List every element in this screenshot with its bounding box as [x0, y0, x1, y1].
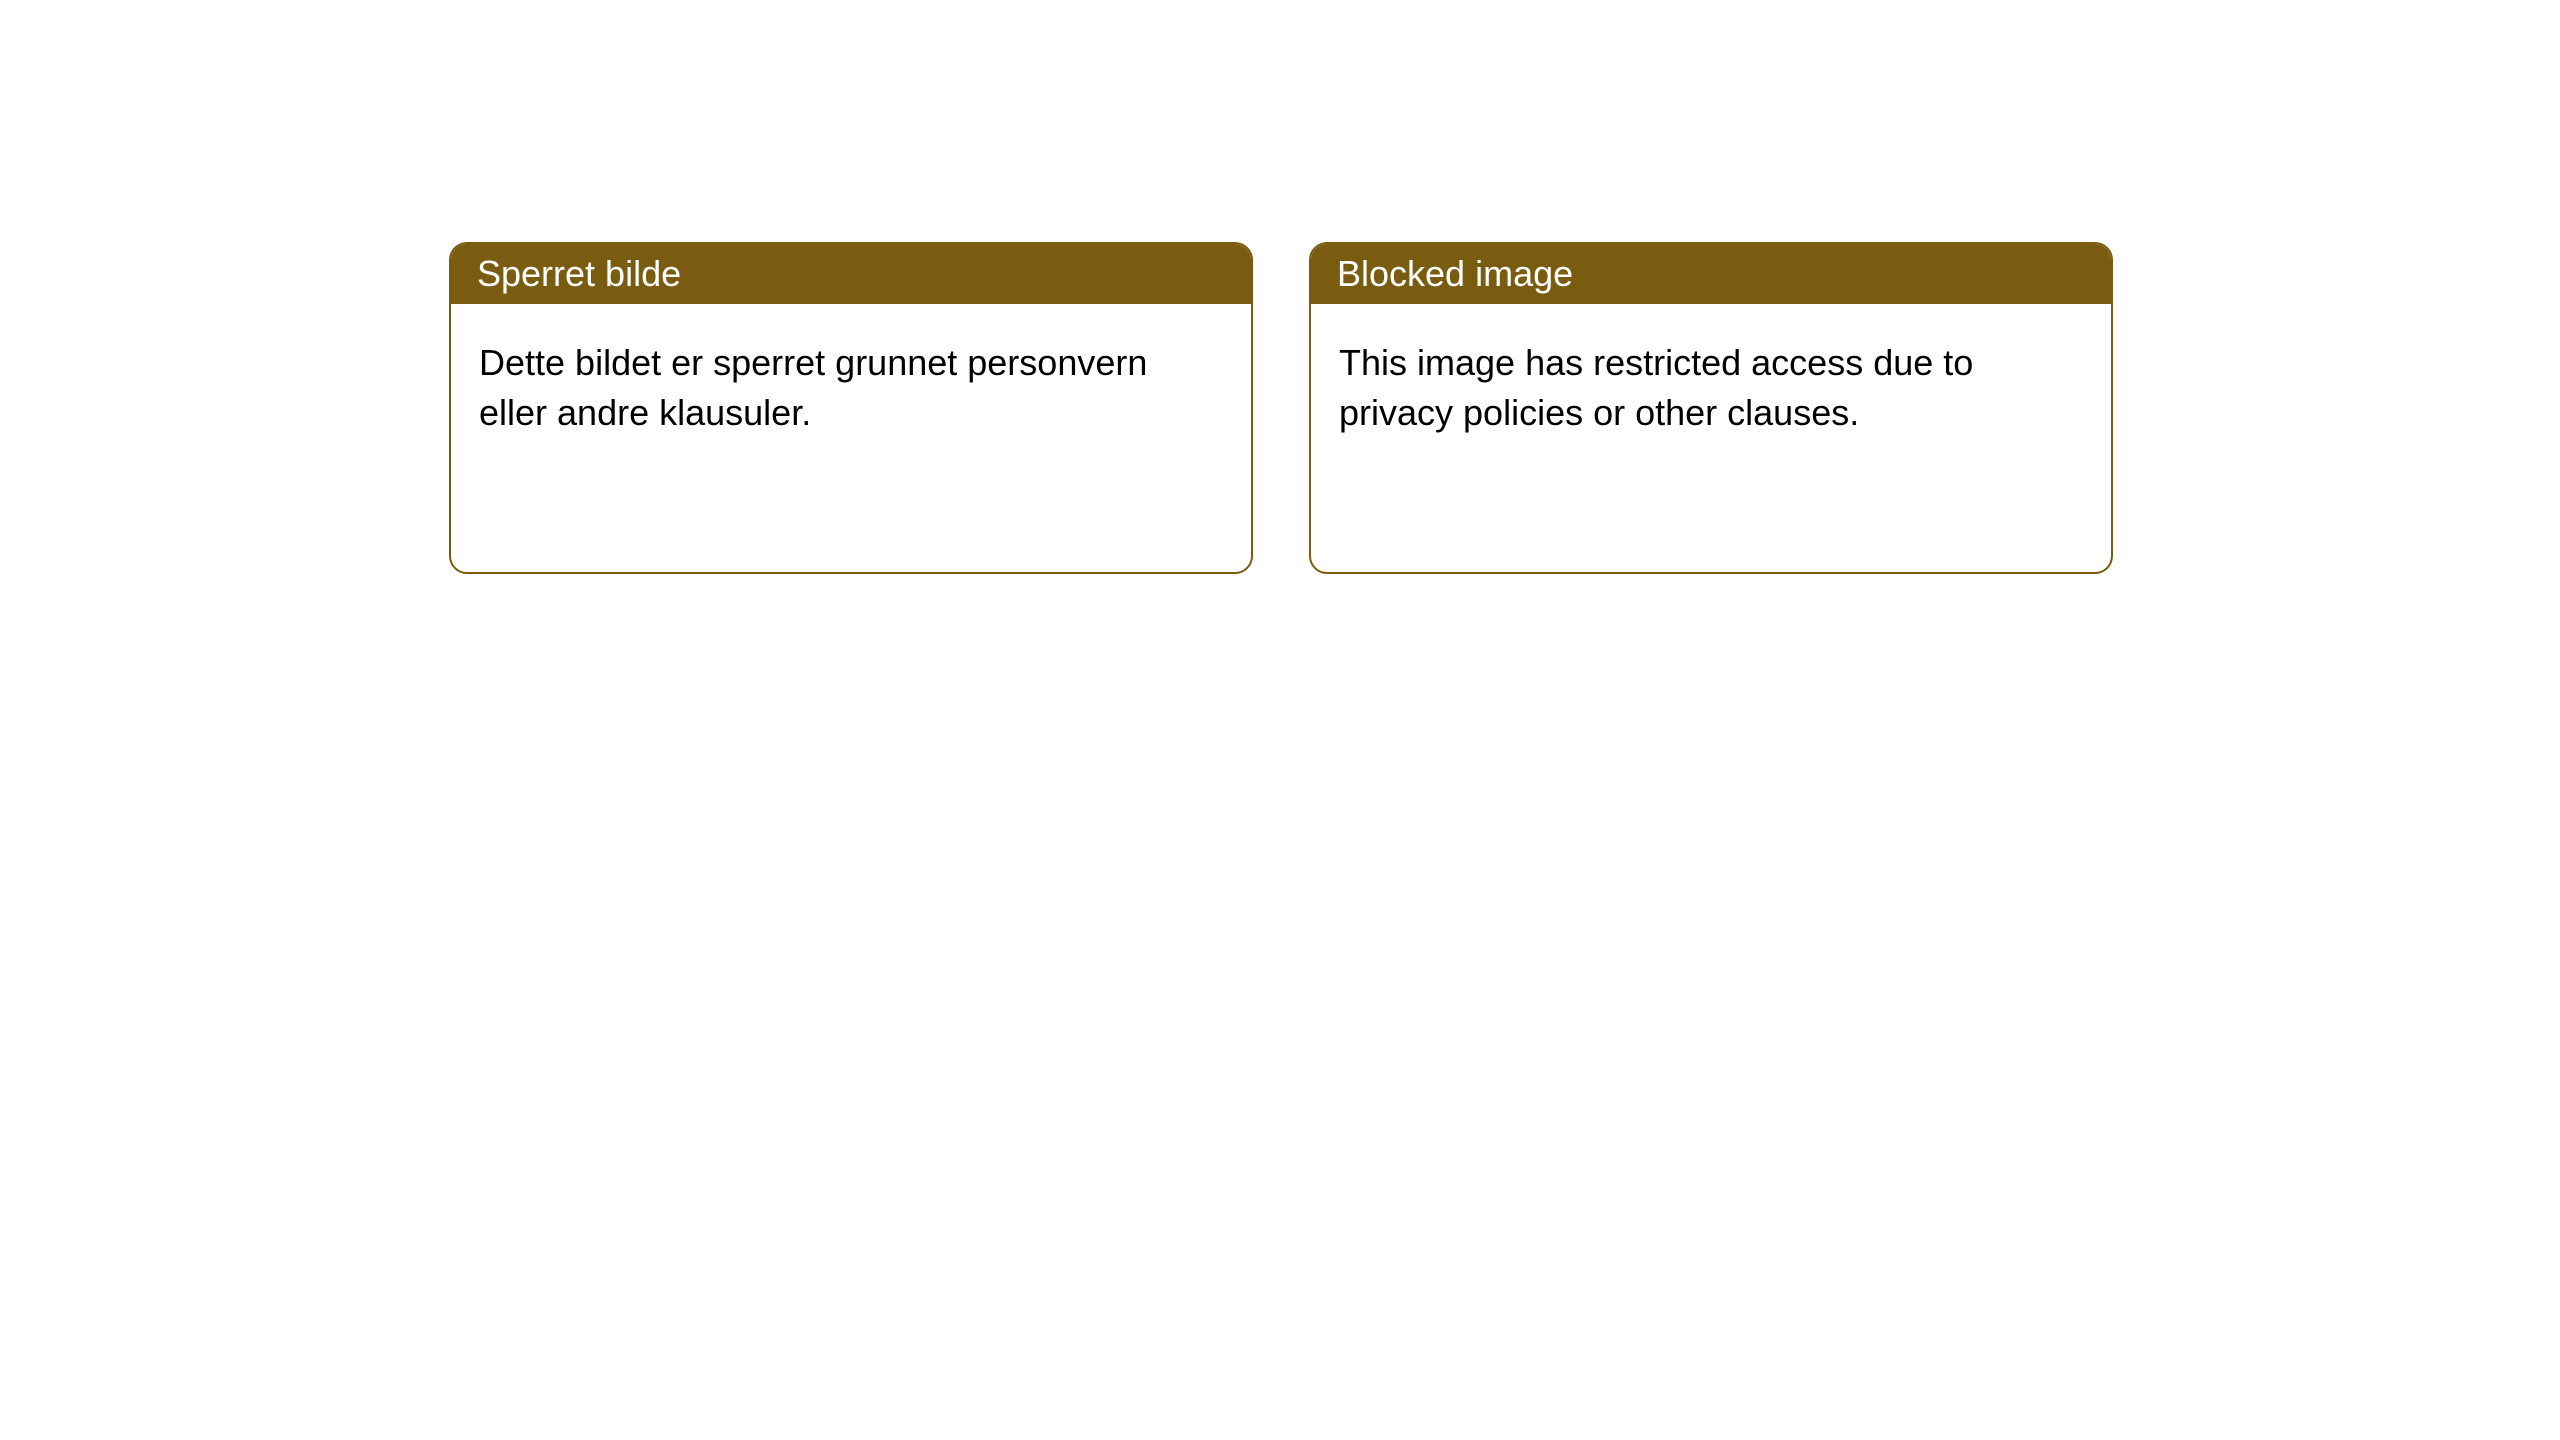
notice-card-header-english: Blocked image: [1311, 244, 2111, 304]
notice-card-english: Blocked image This image has restricted …: [1309, 242, 2113, 574]
notice-title-norwegian: Sperret bilde: [477, 253, 681, 295]
notice-body-text-english: This image has restricted access due to …: [1339, 342, 1973, 433]
notice-card-norwegian: Sperret bilde Dette bildet er sperret gr…: [449, 242, 1253, 574]
notice-body-text-norwegian: Dette bildet er sperret grunnet personve…: [479, 342, 1147, 433]
notice-card-header-norwegian: Sperret bilde: [451, 244, 1251, 304]
notice-container: Sperret bilde Dette bildet er sperret gr…: [0, 0, 2560, 574]
notice-title-english: Blocked image: [1337, 253, 1573, 295]
notice-card-body-norwegian: Dette bildet er sperret grunnet personve…: [451, 304, 1251, 473]
notice-card-body-english: This image has restricted access due to …: [1311, 304, 2111, 473]
